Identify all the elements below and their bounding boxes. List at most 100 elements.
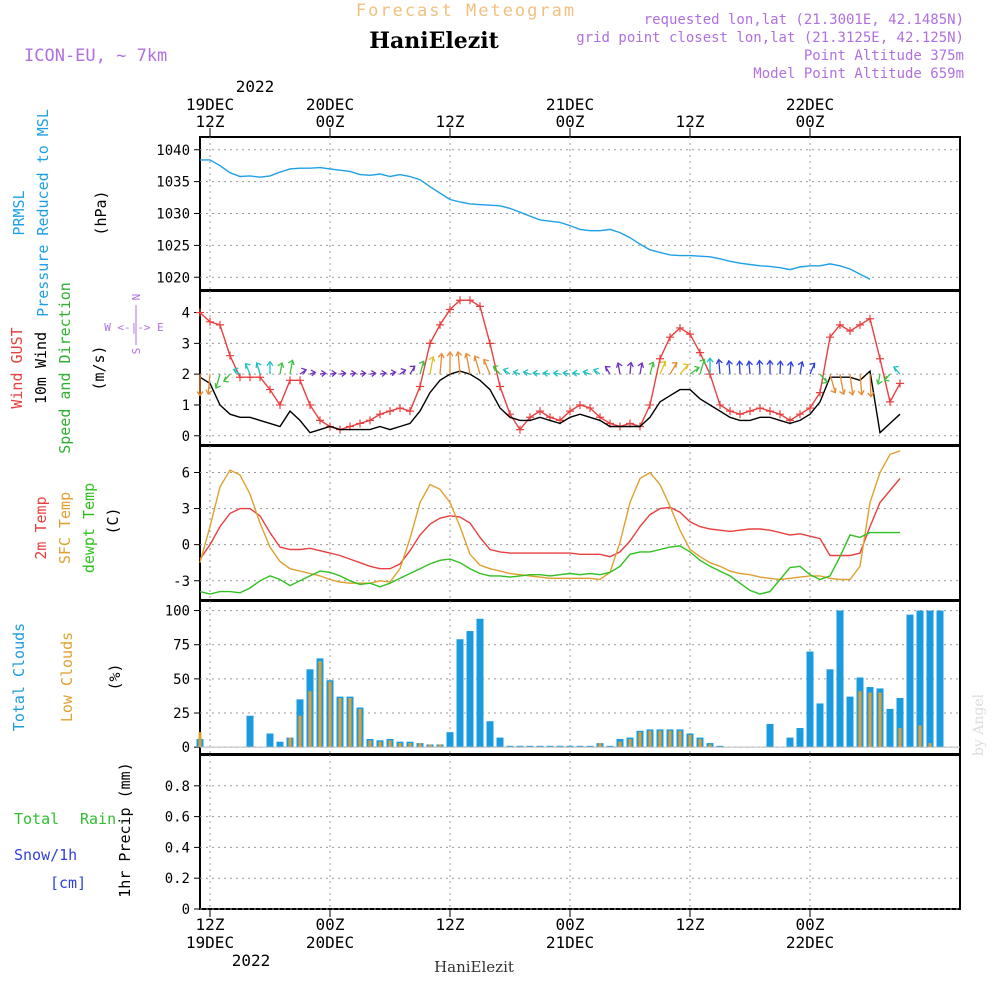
precip-ytick-label: 0.8 [165, 779, 190, 795]
wind-wind-arrow-head [756, 359, 764, 366]
bottom-hour-label: 12Z [436, 915, 465, 934]
wind-ytick-label: 0 [182, 429, 190, 445]
clouds-bar-total [486, 721, 494, 748]
wind-gust-marker [216, 320, 224, 329]
wind-wind-arrow-head [693, 365, 700, 373]
wind-wind-arrow-head [473, 355, 480, 362]
bottom-date-label: 22DEC [786, 933, 834, 952]
wind-wind-arrow [289, 360, 294, 375]
pressure-ytick-label: 1040 [156, 143, 190, 159]
wind-wind-arrow-head [255, 361, 262, 368]
bottom-date-label: 19DEC [186, 933, 234, 952]
closest-coords: grid point closest lon,lat (21.3125E, 42… [576, 30, 964, 46]
clouds-bar-total [536, 745, 544, 748]
wind-gust-marker [716, 400, 724, 409]
wind-gust-marker [666, 333, 674, 342]
clouds-bar-low [378, 741, 382, 748]
wind-wind-arrow-head [542, 369, 549, 377]
wind-frame [199, 290, 961, 446]
wind-dir-label: Speed and Direction [56, 282, 74, 454]
pressure-label-2: Pressure Reduced to MSL [34, 109, 52, 317]
wind-wind-arrow-head [797, 360, 805, 367]
clouds-bar-total [546, 745, 554, 748]
wind-wind-arrow-head [839, 389, 846, 396]
wind-wind-arrow-head [876, 379, 883, 386]
wind-wind-arrow [617, 362, 621, 375]
clouds-bar-low [898, 728, 902, 748]
clouds-bar-low [678, 730, 682, 748]
wind-gust-marker [836, 320, 844, 329]
clouds-bar-low [318, 661, 322, 748]
clouds-bar-total [556, 745, 564, 748]
wind-wind-arrow-head [360, 369, 367, 378]
wind-gust-marker [746, 407, 754, 416]
wind-wind-arrow [799, 361, 803, 375]
clouds-bar-low [698, 738, 702, 748]
top-hour-label: 00Z [316, 112, 345, 131]
wind-wind-arrow-head [746, 360, 753, 367]
precip-ytick-label: 0.2 [165, 871, 190, 887]
panel-wind: 0 1 2 3 4 [182, 290, 961, 446]
wind-wind-arrow-head [310, 369, 317, 377]
temperature-frame [199, 445, 961, 601]
panel-clouds: 0 25 50 75 100 [165, 600, 961, 756]
wind-gust-marker [426, 339, 434, 348]
clouds-bar-total [836, 610, 844, 748]
clouds-bar-total [886, 708, 894, 748]
wind-gust-marker [256, 373, 264, 382]
wind-gust-marker [516, 425, 524, 434]
wind-gust-marker [806, 404, 814, 413]
bottom-year: 2022 [232, 951, 271, 970]
bottom-hour-label: 12Z [196, 915, 225, 934]
bottom-date-label: 21DEC [546, 933, 594, 952]
wind-wind-arrow-head [492, 365, 499, 372]
clouds-bar-low [298, 715, 302, 748]
wind-wind-arrow [256, 362, 261, 375]
wind-gust-marker [356, 419, 364, 428]
wind-unit: (m/s) [90, 345, 108, 390]
wind-wind-arrow [474, 355, 481, 375]
wind-gust-marker [586, 404, 594, 413]
bottom-hour-label: 00Z [316, 915, 345, 934]
wind-wind-arrow-head [455, 350, 463, 357]
wind-wind-arrow [738, 361, 741, 375]
clouds-bar-low [648, 730, 652, 748]
wind-wind-arrow [279, 362, 283, 375]
clouds-bar-low [308, 691, 312, 748]
low-clouds-label: Low Clouds [58, 632, 76, 722]
temperature-ytick-label: 3 [182, 502, 190, 518]
wind-wind-arrow-head [340, 369, 347, 378]
clouds-bar-total [896, 697, 904, 748]
top-year: 2022 [236, 77, 275, 96]
wind-gust-marker [366, 416, 374, 425]
wind-wind-arrow-head [786, 360, 794, 367]
model-name: ICON-EU, ~ 7km [24, 46, 167, 66]
wind-wind-arrow-head [736, 360, 744, 366]
clouds-bar-total [476, 618, 484, 748]
bottom-hour-label: 12Z [676, 915, 705, 934]
cloud-unit: (%) [106, 663, 124, 690]
wind-gust-marker [246, 373, 254, 382]
clouds-ytick-label: 0 [182, 740, 190, 756]
compass-we: W <-|-> E [104, 321, 164, 334]
clouds-bar-total [526, 745, 534, 748]
wind-gust-marker [686, 330, 694, 339]
clouds-bar-low [668, 730, 672, 748]
precip-unit: 1hr Precip (mm) [116, 762, 134, 897]
footer-location: HaniElezit [434, 958, 514, 976]
wind-gust-marker [276, 400, 284, 409]
wind-wind-arrow [699, 359, 705, 375]
top-hour-label: 12Z [196, 112, 225, 131]
clouds-bar-low [868, 692, 872, 748]
watermark: by Angel [971, 693, 987, 756]
pressure-ytick-label: 1025 [156, 238, 190, 254]
wind-gust-label: Wind GUST [8, 327, 26, 408]
wind-wind-arrow-head [766, 359, 774, 365]
clouds-bar-total [716, 745, 724, 748]
wind-wind-arrow-head [266, 360, 274, 367]
wind-ytick-label: 1 [182, 398, 190, 414]
clouds-bar-low [408, 743, 412, 748]
wind-wind-arrow [629, 362, 632, 375]
clouds-bar-low [438, 744, 442, 748]
clouds-bar-low [388, 740, 392, 748]
